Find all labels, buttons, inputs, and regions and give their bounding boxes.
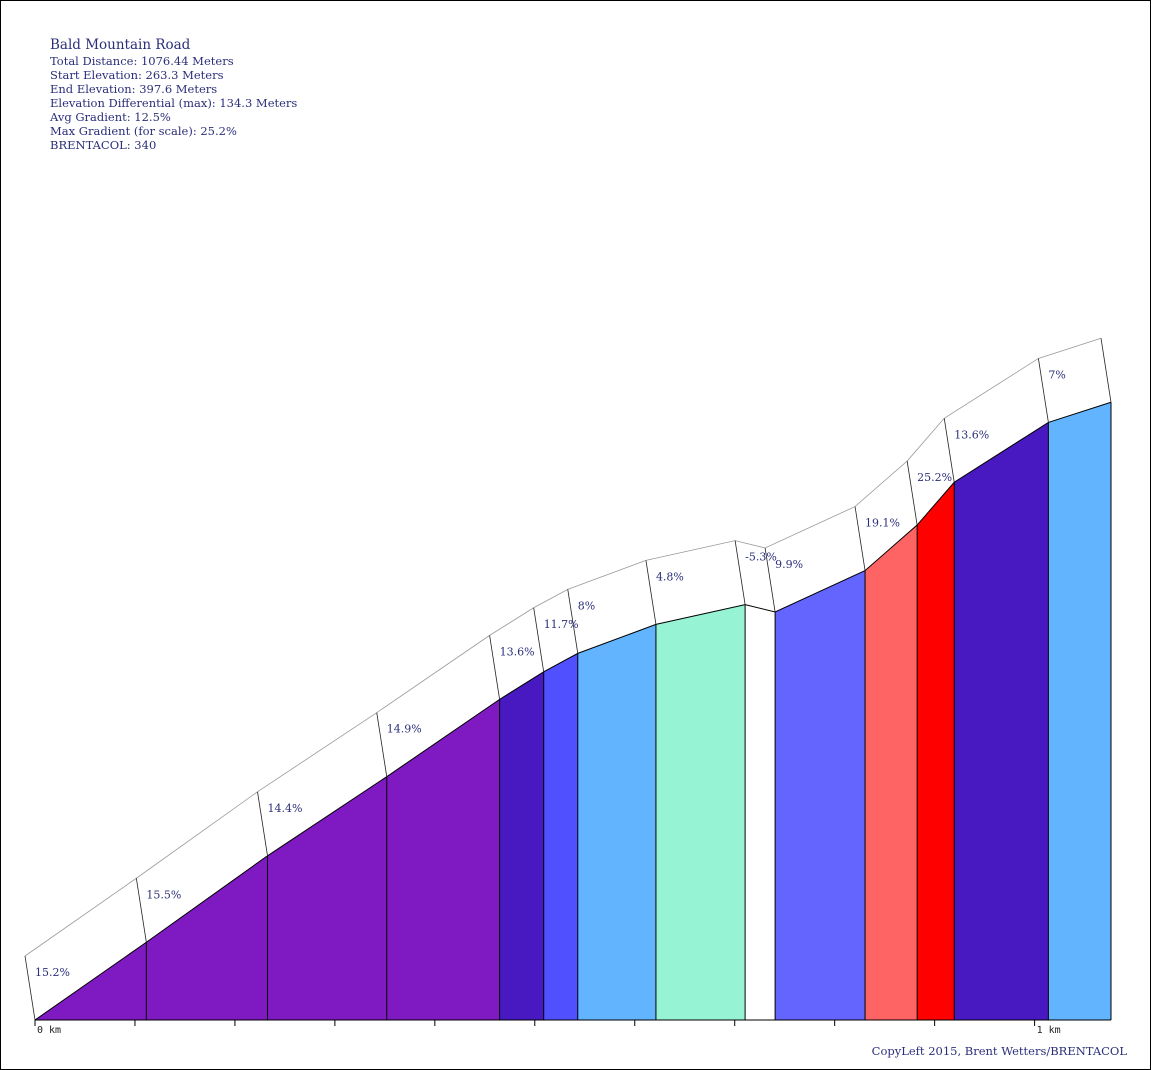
band-connector [906, 460, 918, 526]
segment-fill [655, 604, 746, 1020]
gradient-label: -5.3% [745, 551, 777, 564]
route-info: Bald Mountain Road Total Distance: 1076.… [50, 37, 297, 152]
segment-fill [543, 653, 578, 1020]
segment-fill [775, 570, 866, 1020]
band-connector [1037, 358, 1049, 423]
gradient-label: 13.6% [500, 645, 535, 658]
total-distance: Total Distance: 1076.44 Meters [50, 54, 234, 68]
band-connector [24, 955, 36, 1021]
x-tick-label: 1 km [1037, 1025, 1061, 1036]
gradient-label: 4.8% [656, 570, 684, 583]
band-connector [943, 418, 955, 483]
band-connector [567, 589, 579, 654]
gradient-label: 19.1% [865, 517, 900, 530]
band-connector [854, 506, 866, 571]
max-gradient: Max Gradient (for scale): 25.2% [50, 124, 237, 138]
gradient-label: 25.2% [917, 471, 952, 484]
end-elevation: End Elevation: 397.6 Meters [50, 82, 218, 96]
band-connector [764, 547, 776, 613]
avg-gradient: Avg Gradient: 12.5% [50, 110, 171, 124]
segment-fill [146, 855, 268, 1020]
segment-fill [954, 422, 1049, 1021]
gradient-label: 8% [578, 599, 595, 612]
gradient-label: 9.9% [775, 558, 803, 571]
gradient-label: 7% [1048, 368, 1065, 381]
gradient-label: 14.9% [387, 723, 422, 736]
brentacol-score: BRENTACOL: 340 [50, 138, 157, 152]
gradient-label: 15.5% [146, 888, 181, 901]
x-tick-label: 0 km [37, 1025, 61, 1036]
segment-fill [745, 604, 776, 1020]
gradient-label: 15.2% [35, 966, 70, 979]
segment-fill [917, 482, 955, 1020]
copyleft-credit: CopyLeft 2015, Brent Wetters/BRENTACOL [871, 1044, 1127, 1058]
band-connector [734, 540, 746, 605]
segment-fill [499, 671, 544, 1020]
segment-fill [267, 776, 387, 1020]
gradient-label: 11.7% [544, 618, 579, 631]
gradient-label: 13.6% [954, 428, 989, 441]
band-connector [376, 712, 388, 777]
gradient-label: 14.4% [268, 802, 303, 815]
band-connector [645, 560, 657, 625]
band-connector [257, 791, 268, 856]
route-title: Bald Mountain Road [50, 37, 191, 53]
band-connector [533, 607, 545, 672]
segment-fill [1048, 402, 1111, 1021]
segment-fill [865, 525, 918, 1020]
start-elevation: Start Elevation: 263.3 Meters [50, 68, 224, 82]
segment-fill [386, 699, 500, 1020]
band-connector [1100, 338, 1112, 403]
band-connector [489, 635, 501, 700]
segment-fill [577, 624, 656, 1020]
band-connector [135, 878, 147, 943]
elevation-differential: Elevation Differential (max): 134.3 Mete… [50, 96, 298, 110]
